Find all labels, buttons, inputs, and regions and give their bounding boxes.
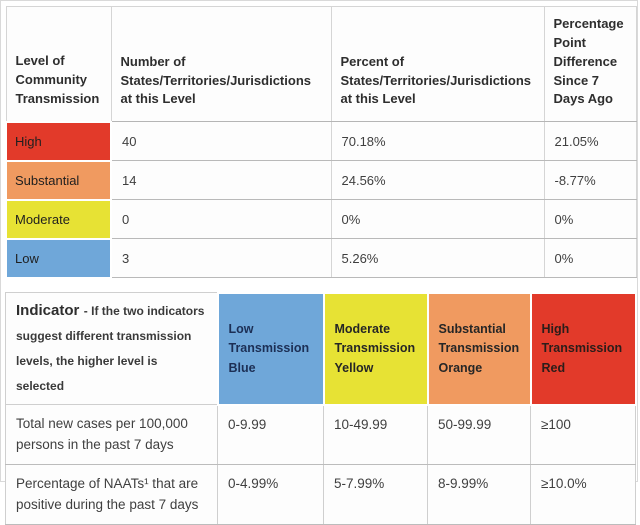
row-label-naat-positivity: Percentage of NAATs¹ that are positive d… [5,464,218,525]
table-row-substantial: Substantial 14 24.56% -8.77% [5,159,637,201]
indicator-note: - If the two indicators suggest differen… [16,304,205,393]
header-number-of-states: Number of States/Territories/Jurisdictio… [110,5,332,123]
header-moderate-transmission-yellow: Moderate Transmission Yellow [322,291,429,406]
indicator-thresholds-table: Indicator - If the two indicators sugges… [5,291,637,525]
header-level-of-community-transmission: Level of Community Transmission [5,5,112,123]
summary-header-row: Level of Community Transmission Number o… [5,5,637,123]
diff-cell-low: 0% [543,238,637,279]
naat-moderate-value: 5-7.99% [323,464,428,525]
percent-cell-low: 5.26% [330,238,545,279]
row-label-new-cases: Total new cases per 100,000 persons in t… [5,404,218,466]
level-cell-substantial: Substantial [5,159,112,201]
naat-high-value: ≥10.0% [530,464,636,525]
percent-cell-high: 70.18% [330,121,545,162]
header-percent-of-states: Percent of States/Territories/Jurisdicti… [330,5,545,123]
new-cases-substantial-value: 50-99.99 [427,404,531,466]
new-cases-low-value: 0-9.99 [217,404,324,466]
table-row-new-cases: Total new cases per 100,000 persons in t… [5,404,636,466]
table-row-high: High 40 70.18% 21.05% [5,120,637,162]
percent-cell-substantial: 24.56% [330,160,545,201]
level-cell-moderate: Moderate [5,198,112,240]
transmission-summary-table: Level of Community Transmission Number o… [5,5,637,279]
count-cell-substantial: 14 [110,160,332,201]
indicator-header-row: Indicator - If the two indicators sugges… [5,291,637,406]
table-row-naat-positivity: Percentage of NAATs¹ that are positive d… [5,464,636,525]
count-cell-moderate: 0 [110,199,332,240]
indicator-header-cell: Indicator - If the two indicators sugges… [5,292,218,406]
naat-low-value: 0-4.99% [217,464,324,525]
header-percentage-point-difference: Percentage Point Difference Since 7 Days… [543,5,637,123]
new-cases-high-value: ≥100 [530,404,636,466]
level-cell-high: High [5,120,112,162]
count-cell-high: 40 [110,121,332,162]
indicator-title: Indicator [16,302,80,320]
percent-cell-moderate: 0% [330,199,545,240]
new-cases-moderate-value: 10-49.99 [323,404,428,466]
table-row-moderate: Moderate 0 0% 0% [5,198,637,240]
header-substantial-transmission-orange: Substantial Transmission Orange [426,291,532,406]
level-cell-low: Low [5,237,112,279]
count-cell-low: 3 [110,238,332,279]
naat-substantial-value: 8-9.99% [427,464,531,525]
table-row-low: Low 3 5.26% 0% [5,237,637,279]
header-low-transmission-blue: Low Transmission Blue [216,291,325,406]
diff-cell-substantial: -8.77% [543,160,637,201]
diff-cell-high: 21.05% [543,121,637,162]
diff-cell-moderate: 0% [543,199,637,240]
header-high-transmission-red: High Transmission Red [529,291,637,406]
